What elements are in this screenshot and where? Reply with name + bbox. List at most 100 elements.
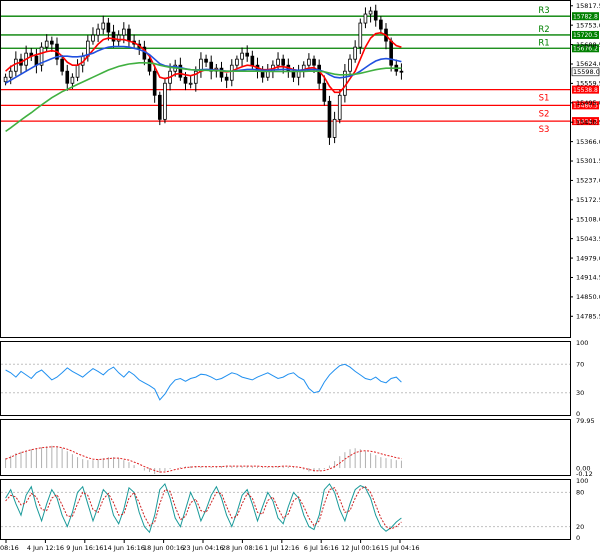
candle-body [178, 64, 183, 78]
candle-body [322, 82, 327, 102]
price-y-tick-label: 15366.0 [576, 138, 600, 146]
candle-body [353, 46, 357, 60]
candle-body [127, 28, 131, 42]
level-price-tag-s3 [572, 117, 599, 126]
candle-body [348, 58, 352, 72]
level-price-tag-text-r1: 15676.2 [573, 45, 598, 52]
oscillator-3-y-tick-label: 0 [576, 534, 580, 542]
candle-body [163, 82, 167, 120]
price-y-tick-label: 15495.0 [576, 99, 600, 107]
candle-body [358, 22, 363, 48]
oscillator-1-y-tick-label: 0 [576, 410, 580, 418]
candle-body [373, 10, 378, 21]
candle-body [363, 13, 368, 24]
candle-body [152, 70, 157, 96]
level-price-tag-r1 [572, 44, 599, 53]
oscillator-3-y-tick-label: 100 [576, 477, 588, 485]
oscillator-1-y-tick-label: 70 [576, 361, 584, 369]
level-name-r1: R1 [538, 38, 549, 48]
x-tick-label: 18 Jun 00:16 [143, 544, 184, 552]
candle-body [389, 40, 393, 66]
level-name-r3: R3 [538, 6, 549, 16]
x-tick-label: 1 Jul 12:16 [264, 544, 299, 552]
oscillator-1-y-tick-label: 100 [576, 339, 588, 347]
level-price-tag-text-s1: 15538.8 [573, 87, 598, 94]
price-y-tick-label: 14914.5 [576, 274, 600, 282]
x-tick-label: 4 Jun 12:16 [27, 544, 64, 552]
level-price-tag-r2 [572, 30, 599, 39]
oscillator-1-line [5, 363, 402, 401]
candle-body [250, 55, 255, 66]
x-tick-label: 08:16 [0, 544, 19, 552]
price-y-tick-label: 15172.5 [576, 196, 600, 204]
oscillator-3-y-tick-label: 80 [576, 489, 584, 497]
price-y-tick-label: 15043.5 [576, 235, 600, 243]
price-y-tick-label: 15817.5 [576, 2, 600, 10]
level-price-tag-s2 [572, 101, 599, 110]
oscillator-3-frame [0, 479, 571, 540]
level-name-s2: S2 [539, 109, 550, 119]
price-y-tick-label: 15237.0 [576, 177, 600, 185]
candle-body [204, 58, 208, 63]
candle-body [307, 58, 311, 66]
candle-body [50, 40, 54, 45]
x-tick-label: 28 Jun 08:16 [222, 544, 263, 552]
candle-body [368, 10, 373, 15]
candle-body [96, 28, 100, 36]
oscillator-3-main-line [5, 482, 402, 534]
candle-body [183, 76, 188, 84]
x-tick-label: 12 Jul 00:16 [341, 544, 380, 552]
candle-body [245, 52, 250, 57]
level-name-r2: R2 [538, 25, 549, 35]
price-y-tick-label: 15753.0 [576, 21, 600, 29]
price-y-tick-label: 14850.0 [576, 293, 600, 301]
price-y-tick-label: 15108.0 [576, 215, 600, 223]
level-price-tag-r3 [572, 12, 599, 21]
oscillator-1-y-tick-label: 30 [576, 389, 584, 397]
candle-body [317, 64, 321, 84]
candle-body [101, 22, 106, 30]
candle-body [235, 58, 239, 66]
candle-body [44, 40, 49, 48]
oscillator-2-frame [0, 419, 571, 476]
x-tick-label: 9 Jun 16:16 [66, 544, 103, 552]
candle-body [147, 58, 152, 72]
x-tick-label: 15 Jul 04:16 [381, 544, 420, 552]
candle-body [276, 58, 280, 66]
oscillator-3-signal-line [5, 486, 402, 530]
price-y-tick-label: 15559.5 [576, 80, 600, 88]
candle-body [122, 28, 126, 36]
oscillator-3-y-tick-label: 20 [576, 523, 584, 531]
candle-body [193, 70, 198, 84]
oscillator-2-y-tick-label: 0.00 [576, 464, 590, 472]
candle-body [70, 76, 75, 84]
candle-body [327, 100, 332, 138]
candle-body [39, 46, 44, 66]
candle-body [337, 94, 342, 120]
price-y-tick-label: 15301.5 [576, 157, 600, 165]
price-y-tick-label: 14785.5 [576, 312, 600, 320]
x-tick-label: 14 Jun 16:16 [104, 544, 145, 552]
price-y-tick-label: 15688.5 [576, 41, 600, 49]
level-price-tag-text-r3: 15782.8 [573, 13, 598, 20]
candle-body [188, 82, 193, 85]
current-price-label: 15598.0 [573, 68, 600, 76]
candle-body [312, 58, 316, 66]
level-price-tag-s1 [572, 85, 599, 94]
candle-body [379, 19, 383, 30]
level-price-tag-text-s2: 15486.5 [573, 103, 598, 110]
price-y-tick-label: 15624.0 [576, 60, 600, 68]
candle-body [111, 31, 116, 42]
x-tick-label: 23 Jun 04:16 [182, 544, 223, 552]
candle-body [91, 34, 95, 42]
candle-body [219, 67, 224, 78]
candle-body [75, 64, 80, 78]
candle-body [281, 58, 285, 66]
candle-body [8, 70, 13, 78]
oscillator-2-y-tick-label: 79.95 [576, 417, 595, 425]
level-price-tag-text-r2: 15720.5 [573, 32, 598, 39]
x-tick-label: 6 Jul 16:16 [304, 544, 339, 552]
level-name-s3: S3 [539, 125, 550, 135]
level-name-s1: S1 [539, 94, 550, 104]
